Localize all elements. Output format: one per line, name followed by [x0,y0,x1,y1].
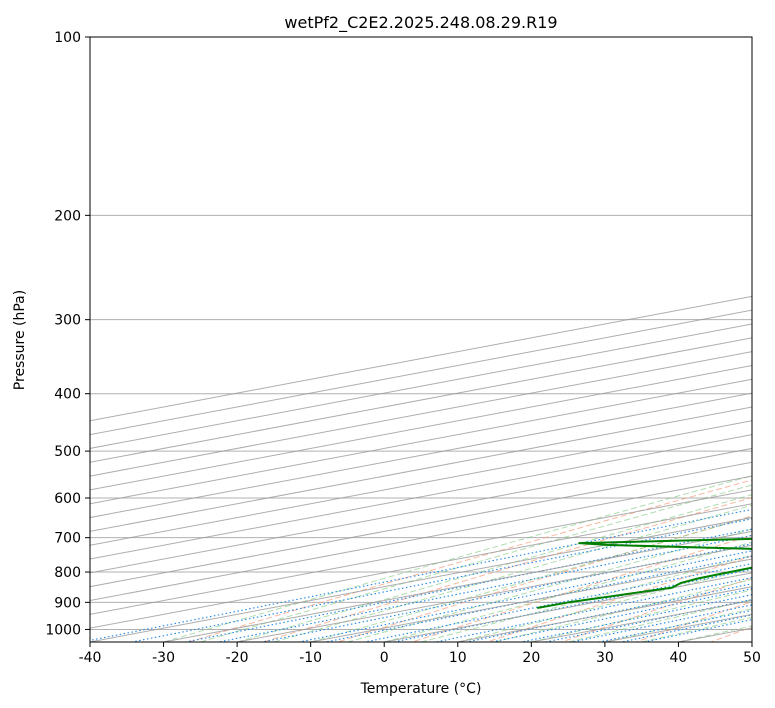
y-tick-label: 900 [54,595,81,611]
isotherm-line [90,489,752,615]
y-tick-label: 700 [54,531,81,547]
x-tick-label: 20 [522,650,540,666]
x-tick-label: 30 [596,650,614,666]
moist-adiabat-line [347,528,752,642]
isotherm-line [90,323,752,449]
chart-title: wetPf2_C2E2.2025.248.08.29.R19 [284,13,557,33]
x-axis-ticks: -40 -30 -20 -10 0 10 20 30 40 50 [79,642,761,666]
x-tick-label: 40 [670,650,688,666]
y-axis-ticks: 100 200 300 400 500 600 700 800 900 1000 [45,30,90,638]
dry-adiabat-line [412,534,752,642]
isotherm-line [90,295,752,422]
isotherm-line [90,434,752,560]
mixing-ratio-line [521,594,752,642]
y-tick-label: 100 [54,30,81,46]
mixing-ratio-line [466,583,752,642]
x-tick-label: 50 [743,650,761,666]
isobar-gridlines [90,37,752,630]
x-tick-label: 10 [449,650,467,666]
moist-adiabat-line [273,504,752,642]
y-tick-label: 1000 [45,622,81,638]
isotherm-line [90,309,752,436]
isotherm-line [90,461,752,588]
y-tick-label: 200 [54,208,81,224]
moist-adiabat-line [531,589,752,642]
mixing-ratio-line [218,534,752,642]
moist-adiabat-line [163,475,752,642]
isotherm-line [90,475,752,602]
y-axis-label: Pressure (hPa) [12,290,28,390]
y-tick-label: 800 [54,565,81,581]
isotherm-line [163,530,752,642]
x-axis-label: Temperature (°C) [360,681,482,697]
moist-adiabat-line [310,516,752,642]
x-tick-label: 0 [380,650,389,666]
mixing-ratio-line [90,508,752,641]
x-tick-label: -30 [152,650,175,666]
x-tick-label: -10 [299,650,322,666]
plot-frame [89,36,753,643]
y-tick-label: 600 [54,491,81,507]
moist-adiabat-line [457,567,752,642]
isotherm-line [90,503,752,629]
y-tick-label: 500 [54,444,81,460]
x-tick-label: -20 [226,650,249,666]
isotherm-line [90,447,752,574]
x-tick-label: -40 [79,650,102,666]
moist-adiabat-line [200,484,752,642]
y-tick-label: 300 [54,313,81,329]
y-tick-label: 400 [54,387,81,403]
isotherm-line [90,420,752,546]
isotherm-line [90,337,752,463]
